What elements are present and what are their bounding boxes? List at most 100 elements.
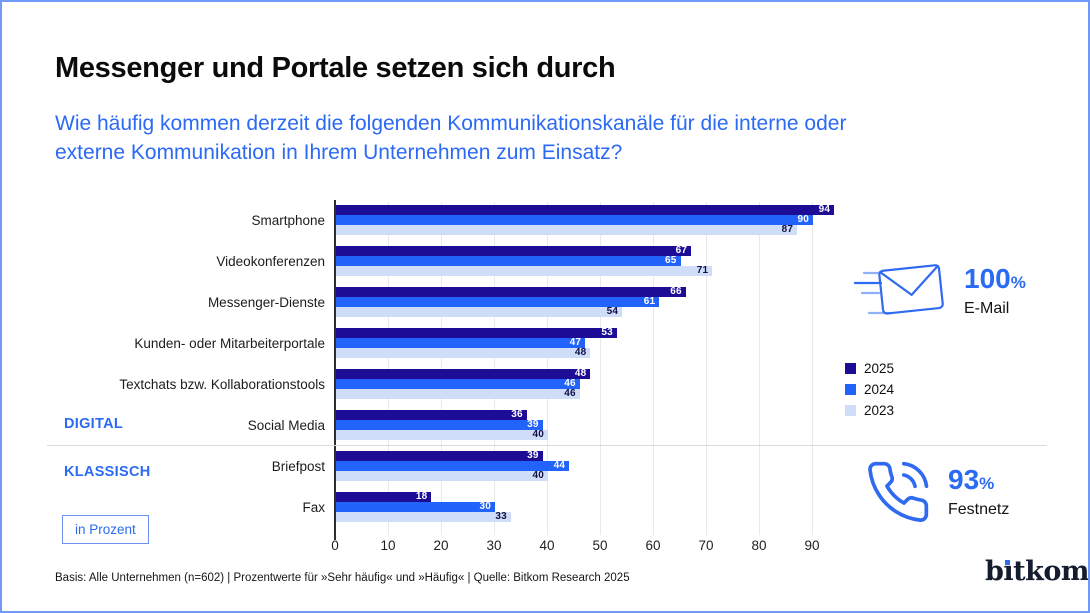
bar: 48 xyxy=(336,346,591,358)
bar: 39 xyxy=(336,418,543,430)
bar: 18 xyxy=(336,491,432,502)
category-labels: Smartphone Videokonferenzen Messenger-Dien… xyxy=(42,202,325,535)
bar: 47 xyxy=(336,336,586,348)
stat-phone-value: 93% xyxy=(948,463,1009,498)
section-label-digital: DIGITAL xyxy=(64,416,124,432)
bar: 36 xyxy=(336,409,527,420)
bar-value-label: 33 xyxy=(495,510,507,522)
stat-email-unit: % xyxy=(1010,272,1026,292)
bar: 40 xyxy=(336,428,548,440)
section-label-klassisch: KLASSISCH xyxy=(64,464,151,480)
legend-label: 2025 xyxy=(864,360,895,376)
subtitle-line-2: externe Kommunikation in Ihrem Unternehm… xyxy=(55,141,623,164)
legend-label: 2024 xyxy=(864,381,895,397)
bar: 66 xyxy=(336,286,686,297)
bar-value-label: 46 xyxy=(564,387,576,399)
grid-line xyxy=(653,202,654,535)
grid-line xyxy=(706,202,707,535)
page-subtitle: Wie häufig kommen derzeit die folgenden … xyxy=(55,109,846,167)
x-tick-label: 30 xyxy=(486,538,502,553)
bar-value-label: 54 xyxy=(606,305,619,317)
grid-line xyxy=(759,202,760,535)
bar-value-label: 87 xyxy=(781,223,794,235)
legend-item: 2023 xyxy=(845,402,895,418)
x-tick-label: 10 xyxy=(380,538,396,553)
legend-swatch xyxy=(845,404,856,416)
category-label: Briefpost xyxy=(271,458,325,474)
bar: 46 xyxy=(336,377,580,389)
category-label: Social Media xyxy=(247,417,325,433)
logo-i-dot xyxy=(1005,560,1011,565)
bar: 90 xyxy=(336,213,813,225)
legend-item: 2025 xyxy=(845,360,895,376)
bar: 94 xyxy=(336,203,835,215)
bar-value-label: 39 xyxy=(527,418,539,430)
category-label: Fax xyxy=(302,499,325,515)
bar-value-label: 61 xyxy=(643,295,656,307)
bar: 33 xyxy=(336,510,511,522)
category-label: Videokonferenzen xyxy=(216,253,325,269)
bar-value-label: 44 xyxy=(553,459,566,471)
bar: 48 xyxy=(336,367,591,379)
bar-value-label: 53 xyxy=(601,326,613,338)
bar-value-label: 48 xyxy=(574,346,587,358)
stat-phone-text: 93% Festnetz xyxy=(948,463,1010,519)
stat-email-number: 100 xyxy=(964,262,1011,294)
phone-icon xyxy=(868,461,929,522)
x-tick-label: 60 xyxy=(645,538,661,553)
plot-area: 94 90 87 67 65 71 66 61 54 53 47 48 48 46 46 36 39 40 39 44… xyxy=(335,202,851,535)
bar: 44 xyxy=(336,459,570,471)
stat-email-text: 100% E-Mail xyxy=(964,262,1026,318)
page-title: Messenger und Portale setzen sich durch xyxy=(55,52,616,84)
grid-line xyxy=(600,202,601,535)
legend-item: 2024 xyxy=(845,381,895,397)
stat-email-value: 100% xyxy=(964,262,1026,297)
footer-note: Basis: Alle Unternehmen (n=602) | Prozen… xyxy=(55,572,630,584)
bar-value-label: 71 xyxy=(696,264,709,276)
grid-line xyxy=(812,202,813,535)
legend-swatch xyxy=(845,362,856,374)
legend-swatch xyxy=(845,383,856,395)
category-label: Textchats bzw. Kollaborationstools xyxy=(119,376,325,392)
envelope-icon xyxy=(853,264,944,315)
stat-email-label: E-Mail xyxy=(964,299,1010,317)
stat-phone-unit: % xyxy=(979,473,995,493)
bar-value-label: 67 xyxy=(675,244,688,256)
bar-value-label: 40 xyxy=(532,428,544,440)
bar: 46 xyxy=(336,387,580,399)
bar: 53 xyxy=(336,326,617,338)
bar-value-label: 39 xyxy=(527,449,539,461)
legend: 2025 2024 2023 xyxy=(845,361,894,424)
bar: 40 xyxy=(336,469,548,481)
bar-value-label: 94 xyxy=(818,203,831,215)
bar: 39 xyxy=(336,449,543,461)
bar-value-label: 46 xyxy=(564,377,576,389)
bar-value-label: 40 xyxy=(532,469,544,481)
y-axis-line xyxy=(334,200,336,540)
bar-value-label: 47 xyxy=(569,336,582,348)
bar: 71 xyxy=(336,264,713,276)
bar: 65 xyxy=(336,254,681,266)
x-tick-label: 0 xyxy=(331,538,339,553)
category-label: Smartphone xyxy=(251,212,325,228)
bar: 87 xyxy=(336,223,798,235)
subtitle-line-1: Wie häufig kommen derzeit die folgenden … xyxy=(55,112,847,135)
x-tick-label: 70 xyxy=(698,538,714,553)
logo-letter-i: ı xyxy=(1003,556,1014,587)
legend-label: 2023 xyxy=(864,402,895,418)
x-axis: 0 10 20 30 40 50 60 70 80 90 xyxy=(331,538,851,556)
bar-value-label: 48 xyxy=(574,367,587,379)
x-tick-label: 50 xyxy=(592,538,608,553)
stat-phone-number: 93 xyxy=(948,463,980,495)
section-divider xyxy=(47,445,1047,446)
category-label: Kunden- oder Mitarbeiterportale xyxy=(134,335,325,351)
category-label: Messenger-Dienste xyxy=(207,294,325,310)
bar-value-label: 65 xyxy=(664,254,677,266)
stat-phone-label: Festnetz xyxy=(948,500,1010,518)
x-tick-label: 80 xyxy=(751,538,767,553)
bar-value-label: 90 xyxy=(797,213,809,225)
unit-badge: in Prozent xyxy=(62,515,149,544)
bar-value-label: 30 xyxy=(479,500,491,512)
bar: 30 xyxy=(336,500,495,512)
